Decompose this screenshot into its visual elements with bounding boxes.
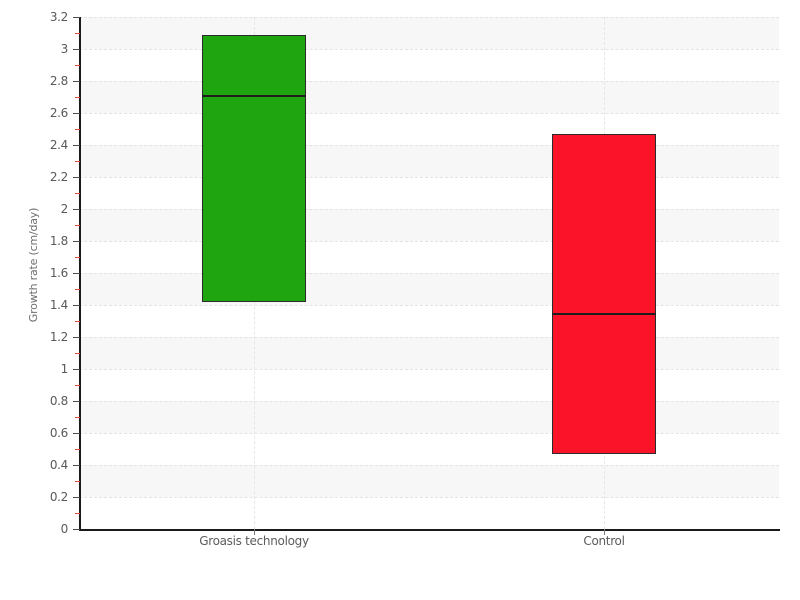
- y-tick-label: 2.4: [49, 138, 68, 152]
- gridline-horizontal: [79, 273, 779, 274]
- y-tick-minor: [75, 225, 80, 226]
- y-tick-major: [73, 177, 80, 178]
- y-tick-major: [73, 81, 80, 82]
- plot-band: [79, 337, 779, 369]
- y-tick-label: 3.2: [49, 10, 68, 24]
- y-tick-label: 0.8: [49, 394, 68, 408]
- y-tick-minor: [75, 257, 80, 258]
- y-tick-major: [73, 529, 80, 530]
- y-tick-label: 3: [60, 42, 69, 56]
- y-axis-line: [79, 17, 81, 530]
- gridline-horizontal: [79, 177, 779, 178]
- gridline-horizontal: [79, 209, 779, 210]
- y-tick-minor: [75, 97, 80, 98]
- gridline-horizontal: [79, 241, 779, 242]
- y-tick-label: 1.2: [49, 330, 68, 344]
- y-tick-major: [73, 273, 80, 274]
- gridline-horizontal: [79, 17, 779, 18]
- gridline-horizontal: [79, 497, 779, 498]
- y-tick-minor: [75, 385, 80, 386]
- y-tick-label: 2.6: [49, 106, 68, 120]
- y-tick-label: 2.2: [49, 170, 68, 184]
- y-tick-major: [73, 241, 80, 242]
- x-tick-label-2: Control: [583, 534, 625, 548]
- y-tick-label: 2.8: [49, 74, 68, 88]
- x-tick: [604, 529, 605, 535]
- gridline-horizontal: [79, 369, 779, 370]
- y-tick-minor: [75, 321, 80, 322]
- x-tick-label-1: Groasis technology: [199, 534, 309, 548]
- y-tick-minor: [75, 417, 80, 418]
- y-tick-major: [73, 113, 80, 114]
- median-line-2: [552, 313, 656, 315]
- y-tick-label: 1.8: [49, 234, 68, 248]
- gridline-horizontal: [79, 401, 779, 402]
- y-tick-minor: [75, 513, 80, 514]
- y-tick-label: 0.2: [49, 490, 68, 504]
- y-tick-label: 1.4: [49, 298, 68, 312]
- y-tick-major: [73, 369, 80, 370]
- y-tick-label: 0.4: [49, 458, 68, 472]
- median-line-1: [202, 95, 306, 98]
- gridline-horizontal: [79, 145, 779, 146]
- gridline-horizontal: [79, 305, 779, 306]
- range-bar-2: [552, 133, 656, 454]
- y-tick-major: [73, 465, 80, 466]
- y-tick-label: 0.6: [49, 426, 68, 440]
- y-tick-label: 0: [60, 522, 69, 536]
- plot-band: [79, 273, 779, 305]
- y-tick-major: [73, 209, 80, 210]
- y-tick-label: 1: [60, 362, 69, 376]
- x-tick: [254, 529, 255, 535]
- gridline-horizontal: [79, 81, 779, 82]
- y-tick-major: [73, 337, 80, 338]
- y-tick-minor: [75, 289, 80, 290]
- y-tick-major: [73, 305, 80, 306]
- gridline-horizontal: [79, 113, 779, 114]
- plot-band: [79, 209, 779, 241]
- y-tick-minor: [75, 193, 80, 194]
- y-tick-label: 2: [60, 202, 69, 216]
- range-bar-1: [202, 34, 306, 302]
- gridline-horizontal: [79, 337, 779, 338]
- y-tick-major: [73, 433, 80, 434]
- y-tick-minor: [75, 33, 80, 34]
- y-tick-minor: [75, 65, 80, 66]
- plot-band: [79, 465, 779, 497]
- plot-band: [79, 17, 779, 49]
- y-tick-major: [73, 17, 80, 18]
- y-tick-minor: [75, 161, 80, 162]
- y-tick-major: [73, 497, 80, 498]
- plot-band: [79, 401, 779, 433]
- y-tick-minor: [75, 129, 80, 130]
- y-tick-label: 1.6: [49, 266, 68, 280]
- plot-band: [79, 145, 779, 177]
- gridline-horizontal: [79, 465, 779, 466]
- y-tick-major: [73, 49, 80, 50]
- gridline-horizontal: [79, 433, 779, 434]
- y-tick-minor: [75, 449, 80, 450]
- y-tick-minor: [75, 481, 80, 482]
- gridline-horizontal: [79, 49, 779, 50]
- y-tick-minor: [75, 353, 80, 354]
- plot-area: [79, 17, 779, 529]
- y-tick-major: [73, 401, 80, 402]
- y-tick-major: [73, 145, 80, 146]
- plot-band: [79, 81, 779, 113]
- x-axis-line: [79, 529, 780, 531]
